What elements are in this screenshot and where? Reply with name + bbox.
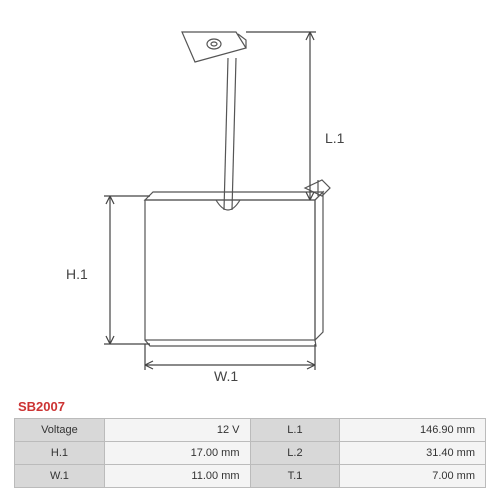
spec-label: Voltage [15, 419, 105, 442]
terminal-lug [182, 32, 246, 62]
part-number: SB2007 [18, 399, 65, 414]
spec-value: 11.00 mm [104, 465, 250, 488]
table-row: Voltage 12 V L.1 146.90 mm [15, 419, 486, 442]
dimension-l1 [246, 32, 316, 200]
table-row: W.1 11.00 mm T.1 7.00 mm [15, 465, 486, 488]
spec-value: 17.00 mm [104, 442, 250, 465]
label-l1: L.1 [325, 130, 344, 146]
spec-label: L.1 [250, 419, 340, 442]
label-w1: W.1 [214, 368, 238, 384]
lead-wire [224, 58, 236, 210]
dimension-h1 [104, 196, 150, 344]
dimension-w1 [145, 344, 315, 370]
drawing-svg [10, 10, 490, 390]
label-h1: H.1 [66, 266, 88, 282]
spec-table: Voltage 12 V L.1 146.90 mm H.1 17.00 mm … [14, 418, 486, 488]
spec-value: 31.40 mm [340, 442, 486, 465]
technical-drawing: L.1 H.1 W.1 [10, 10, 490, 390]
spec-value: 12 V [104, 419, 250, 442]
spec-label: W.1 [15, 465, 105, 488]
table-row: H.1 17.00 mm L.2 31.40 mm [15, 442, 486, 465]
spec-label: L.2 [250, 442, 340, 465]
brush-body [145, 192, 323, 346]
spec-value: 7.00 mm [340, 465, 486, 488]
spec-value: 146.90 mm [340, 419, 486, 442]
small-tab [305, 180, 330, 196]
spec-label: H.1 [15, 442, 105, 465]
spec-label: T.1 [250, 465, 340, 488]
